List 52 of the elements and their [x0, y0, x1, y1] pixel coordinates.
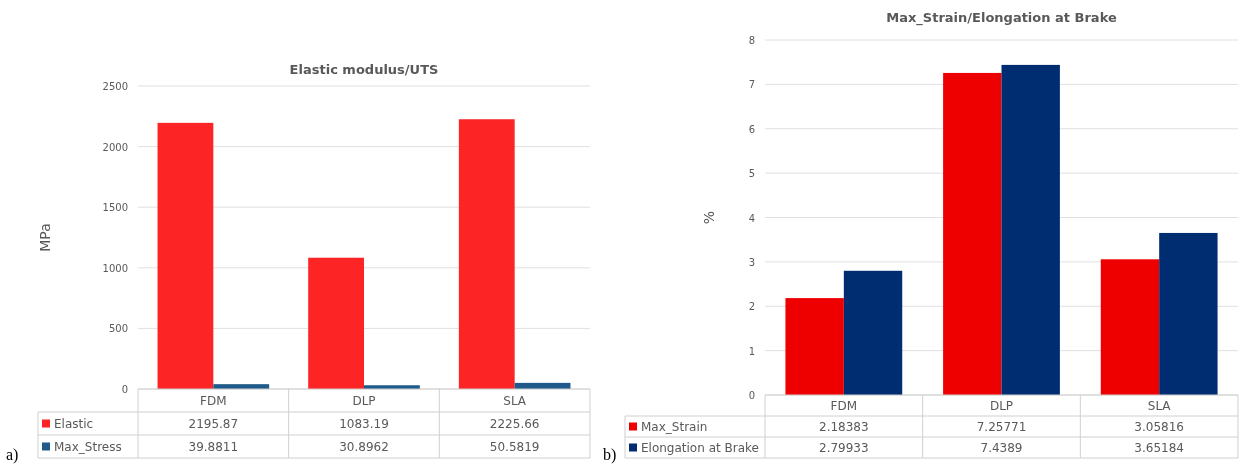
y-tick-label: 5: [748, 168, 755, 180]
data-label: 2225.66: [489, 417, 540, 432]
y-axis-title: MPa: [37, 223, 53, 252]
data-label: 39.8811: [188, 440, 239, 455]
data-label: 2.18383: [819, 419, 869, 434]
x-tick-label: DLP: [989, 398, 1014, 413]
x-tick-label: FDM: [830, 398, 858, 413]
y-tick-label: 0: [748, 390, 755, 401]
y-tick-label: 1000: [102, 262, 128, 274]
legend-label: Max_Stress: [54, 440, 122, 455]
y-tick-label: 6: [748, 123, 755, 135]
data-label: 2195.87: [188, 417, 239, 432]
chart-title: Max_Strain/Elongation at Brake: [886, 10, 1117, 26]
bar: [1159, 232, 1218, 395]
y-tick-label: 2500: [102, 81, 128, 92]
bar: [843, 270, 903, 395]
y-tick-label: 3: [748, 256, 755, 268]
y-tick-label: 2: [748, 301, 755, 313]
data-label: 7.25771: [976, 419, 1027, 434]
x-tick-label: DLP: [352, 394, 376, 409]
y-tick-label: 1500: [102, 202, 128, 214]
legend-label: Elongation at Brake: [641, 440, 759, 455]
chart-title: Elastic modulus/UTS: [289, 62, 439, 77]
legend-label: Elastic: [54, 417, 94, 432]
y-tick-label: 8: [748, 35, 755, 46]
x-tick-label: SLA: [1147, 398, 1172, 413]
bar: [458, 119, 515, 389]
y-tick-label: 7: [748, 79, 755, 91]
bar: [157, 122, 214, 389]
data-label: 7.4389: [980, 440, 1023, 455]
y-tick-label: 0: [121, 384, 128, 395]
x-tick-label: FDM: [200, 394, 227, 409]
y-tick-label: 2000: [102, 141, 128, 153]
data-label: 50.5819: [489, 440, 540, 455]
y-tick-label: 4: [748, 212, 755, 224]
data-label: 1083.19: [339, 417, 389, 432]
bar: [1001, 64, 1060, 395]
x-tick-label: SLA: [503, 394, 527, 409]
data-label: 2.79933: [819, 440, 869, 455]
text: b): [603, 446, 617, 464]
data-label: 3.65184: [1134, 440, 1184, 455]
data-label: 30.8962: [339, 440, 389, 455]
bar: [785, 298, 844, 395]
y-tick-label: 1: [748, 345, 755, 357]
y-axis-title: %: [701, 210, 717, 225]
bar: [308, 257, 364, 389]
legend-label: Max_Strain: [641, 419, 708, 434]
text: a): [6, 446, 19, 464]
bar: [943, 72, 1002, 395]
y-tick-label: 500: [108, 323, 128, 335]
bar: [1100, 259, 1160, 395]
data-label: 3.05816: [1134, 419, 1184, 434]
